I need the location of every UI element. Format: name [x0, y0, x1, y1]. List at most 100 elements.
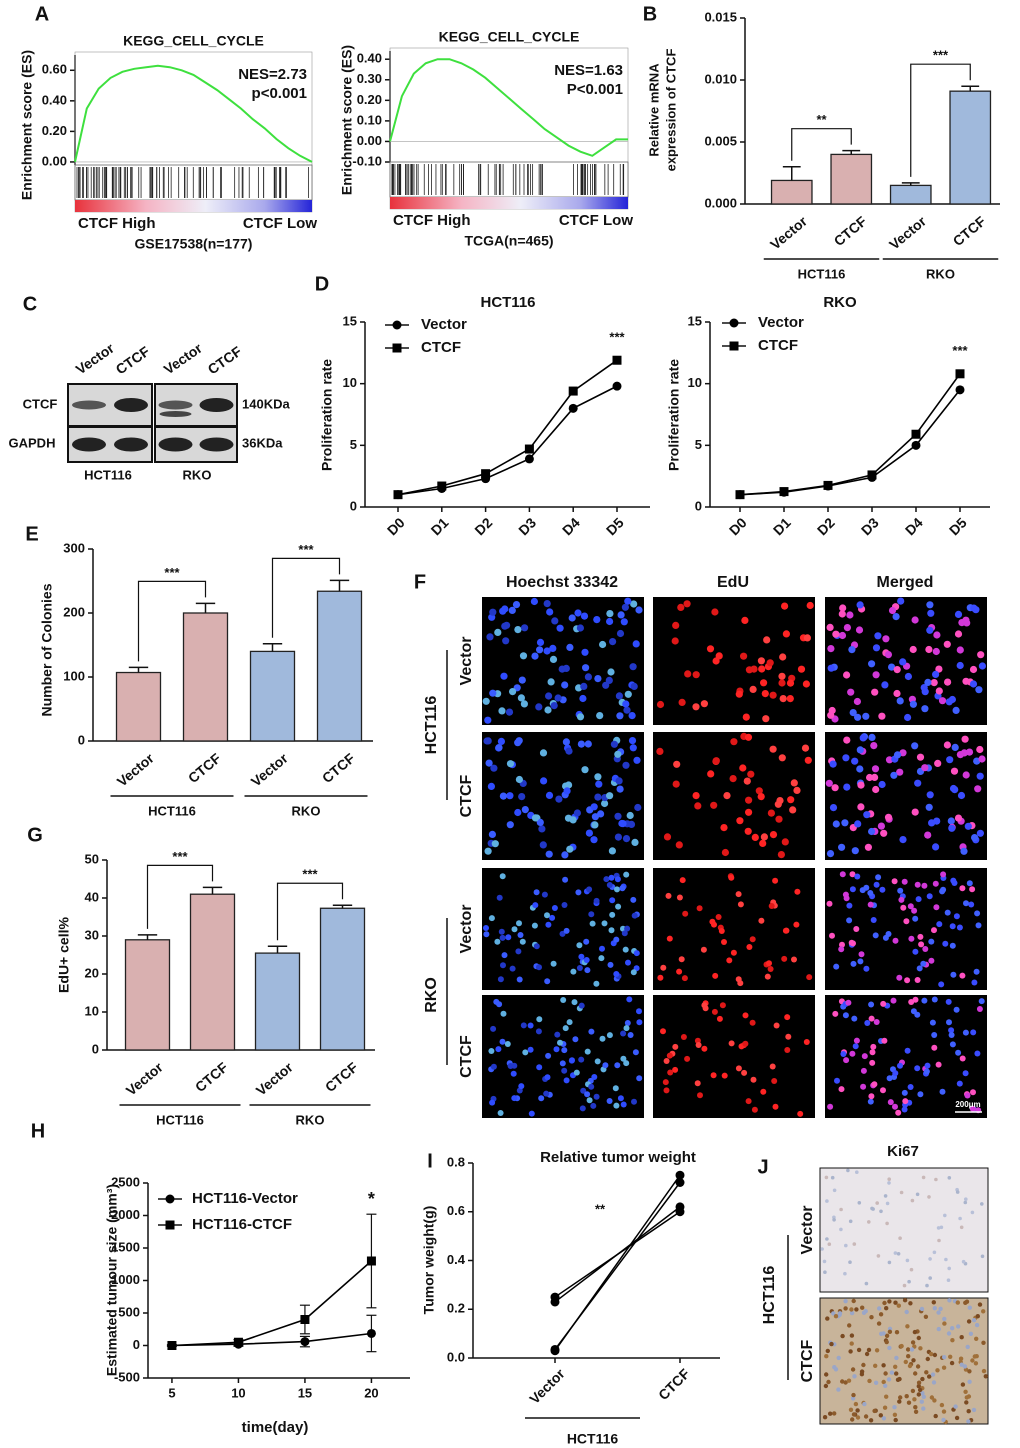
cell-dot	[544, 1074, 551, 1081]
cell-line-label: RKO	[423, 977, 440, 1013]
cell-dot	[631, 1098, 637, 1105]
cell-dot	[665, 892, 672, 899]
nucleus	[881, 1379, 886, 1385]
cell-dot	[907, 903, 914, 910]
nucleus	[939, 1402, 945, 1408]
cell-dot	[850, 940, 856, 947]
cell-dot	[577, 740, 586, 748]
cell-dot	[973, 968, 980, 975]
cell-dot	[609, 638, 617, 646]
cell-dot	[535, 1028, 542, 1035]
cell-dot	[926, 893, 933, 900]
nucleus	[947, 1176, 952, 1180]
cell-dot	[903, 918, 910, 925]
cell-dot	[871, 765, 880, 773]
y-tick-label: 0.005	[704, 133, 737, 148]
cell-dot	[959, 972, 966, 979]
marker	[612, 381, 622, 391]
cell-dot	[849, 709, 857, 717]
x-axis-label: time(day)	[242, 1419, 309, 1436]
nucleus	[849, 1341, 854, 1346]
cell-dot	[745, 796, 753, 804]
cell-dot	[841, 819, 849, 827]
nucleus	[832, 1188, 837, 1193]
y-axis-label: Proliferation rate	[666, 359, 682, 471]
nucleus	[916, 1384, 921, 1389]
y-axis-label: EdU+ cell%	[56, 917, 72, 993]
marker	[911, 440, 921, 450]
cell-dot	[832, 1010, 839, 1017]
cell-dot	[867, 901, 874, 908]
nucleus	[946, 1278, 951, 1282]
nucleus	[825, 1199, 829, 1203]
cell-dot	[838, 631, 847, 640]
cell-dot	[590, 1102, 597, 1109]
nucleus	[931, 1300, 936, 1305]
cell-dot	[769, 745, 777, 753]
cell-dot	[793, 921, 800, 928]
marker	[568, 386, 578, 396]
cell-dot	[921, 764, 929, 772]
micrograph	[653, 597, 815, 725]
cell-dot	[741, 616, 749, 625]
nucleus	[981, 1309, 986, 1314]
y-tick-label: 0.4	[447, 1252, 466, 1267]
nucleus	[894, 1355, 899, 1361]
cell-dot	[846, 917, 853, 924]
cell-dot	[839, 604, 847, 612]
cell-dot	[888, 663, 896, 671]
legend-label: Vector	[758, 314, 804, 331]
cell-dot	[939, 1088, 946, 1095]
cell-dot	[493, 998, 500, 1005]
cell-dot	[875, 874, 882, 881]
cell-dot	[621, 930, 628, 937]
nucleus	[885, 1221, 889, 1226]
cell-dot	[602, 681, 610, 689]
cell-dot	[842, 754, 850, 762]
nucleus	[849, 1310, 855, 1316]
cell-dot	[938, 981, 945, 988]
cell-dot	[790, 779, 798, 787]
cell-dot	[932, 670, 940, 679]
nucleus	[872, 1408, 877, 1414]
cell-dot	[720, 824, 728, 832]
cell-dot	[884, 813, 893, 821]
group-label: HCT116	[798, 266, 846, 281]
cell-dot	[831, 784, 839, 792]
cell-dot	[636, 1008, 642, 1015]
series-line	[397, 385, 618, 496]
group-label: RKO	[926, 266, 955, 281]
cell-dot	[768, 903, 775, 909]
cell-dot	[858, 951, 865, 958]
nucleus	[924, 1370, 929, 1375]
cell-dot	[573, 1069, 580, 1076]
y-axis-label: Estimated tumour size (mm³)	[104, 1184, 120, 1376]
nucleus	[906, 1354, 911, 1359]
y-tick-label: 0.0	[447, 1349, 465, 1364]
cell-dot	[613, 936, 620, 943]
cell-dot	[544, 706, 552, 714]
y-tick-label: 0.40	[42, 92, 67, 107]
marker	[955, 369, 965, 379]
cell-dot	[918, 941, 925, 948]
nucleus	[966, 1409, 971, 1414]
nucleus	[948, 1354, 953, 1360]
cell-dot	[842, 1012, 849, 1019]
cell-dot	[853, 697, 862, 706]
bar	[124, 939, 171, 1051]
cell-dot	[962, 1070, 969, 1077]
nucleus	[970, 1358, 975, 1363]
cell-dot	[511, 926, 518, 933]
cell-dot	[514, 808, 522, 817]
cell-dot	[763, 636, 771, 644]
nucleus	[823, 1270, 827, 1274]
cell-dot	[965, 748, 974, 756]
cell-dot	[940, 871, 947, 878]
protein-label: GAPDH	[9, 435, 56, 450]
cell-dot	[488, 1048, 495, 1054]
cell-dot	[849, 886, 856, 893]
cell-dot	[576, 624, 585, 632]
cell-dot	[916, 753, 925, 761]
blot-band	[72, 400, 106, 410]
marker	[366, 1256, 376, 1266]
